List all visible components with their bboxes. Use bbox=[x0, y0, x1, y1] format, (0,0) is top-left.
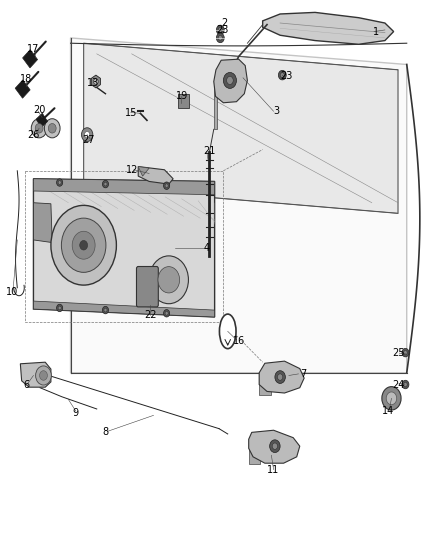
Polygon shape bbox=[214, 59, 247, 103]
Circle shape bbox=[35, 366, 51, 385]
Text: 26: 26 bbox=[27, 130, 39, 140]
Circle shape bbox=[382, 386, 401, 410]
Circle shape bbox=[104, 182, 107, 186]
Polygon shape bbox=[92, 75, 100, 88]
Circle shape bbox=[31, 119, 47, 138]
Circle shape bbox=[149, 256, 188, 304]
Polygon shape bbox=[33, 203, 52, 243]
Ellipse shape bbox=[219, 314, 236, 349]
Circle shape bbox=[404, 351, 407, 355]
Circle shape bbox=[102, 306, 109, 314]
Circle shape bbox=[58, 306, 61, 310]
Polygon shape bbox=[214, 86, 217, 130]
Text: 20: 20 bbox=[33, 104, 45, 115]
Polygon shape bbox=[23, 50, 38, 68]
Circle shape bbox=[158, 266, 180, 293]
Circle shape bbox=[402, 380, 409, 389]
Text: 10: 10 bbox=[6, 287, 18, 297]
Circle shape bbox=[223, 72, 237, 88]
Polygon shape bbox=[71, 38, 407, 373]
Circle shape bbox=[102, 180, 109, 188]
Polygon shape bbox=[259, 361, 304, 393]
Circle shape bbox=[216, 33, 224, 43]
Circle shape bbox=[44, 119, 60, 138]
Polygon shape bbox=[263, 12, 394, 44]
Polygon shape bbox=[15, 80, 30, 98]
Text: 9: 9 bbox=[73, 408, 79, 418]
Text: 22: 22 bbox=[144, 310, 156, 320]
Circle shape bbox=[81, 128, 93, 142]
Circle shape bbox=[35, 124, 43, 133]
Text: 16: 16 bbox=[233, 336, 245, 346]
Circle shape bbox=[386, 392, 397, 405]
Circle shape bbox=[39, 370, 47, 380]
Text: 8: 8 bbox=[102, 427, 109, 438]
Circle shape bbox=[85, 132, 90, 138]
Circle shape bbox=[278, 374, 283, 380]
Circle shape bbox=[58, 181, 61, 184]
Polygon shape bbox=[84, 43, 398, 213]
Circle shape bbox=[402, 349, 409, 357]
Polygon shape bbox=[138, 166, 173, 184]
Text: 23: 23 bbox=[280, 71, 293, 81]
Circle shape bbox=[275, 370, 286, 383]
Circle shape bbox=[61, 218, 106, 272]
Circle shape bbox=[216, 25, 224, 35]
Circle shape bbox=[94, 79, 98, 84]
Circle shape bbox=[165, 184, 168, 188]
Circle shape bbox=[404, 382, 407, 386]
Text: 2: 2 bbox=[221, 18, 227, 28]
Text: 17: 17 bbox=[27, 44, 39, 53]
Circle shape bbox=[57, 179, 63, 186]
Text: 12: 12 bbox=[127, 165, 139, 175]
Circle shape bbox=[57, 304, 63, 312]
Circle shape bbox=[72, 231, 95, 259]
Text: 24: 24 bbox=[393, 379, 405, 390]
Text: 14: 14 bbox=[382, 406, 395, 416]
Polygon shape bbox=[20, 362, 51, 387]
Polygon shape bbox=[249, 439, 261, 464]
Polygon shape bbox=[33, 301, 215, 317]
Polygon shape bbox=[36, 113, 48, 127]
Polygon shape bbox=[33, 179, 215, 195]
Circle shape bbox=[280, 72, 284, 77]
FancyBboxPatch shape bbox=[178, 94, 189, 108]
Circle shape bbox=[163, 310, 170, 317]
Text: 13: 13 bbox=[87, 78, 99, 88]
Circle shape bbox=[163, 182, 170, 189]
Text: 23: 23 bbox=[216, 25, 229, 35]
Circle shape bbox=[165, 311, 168, 315]
Polygon shape bbox=[249, 430, 300, 463]
Text: 1: 1 bbox=[373, 27, 379, 37]
Text: 4: 4 bbox=[204, 243, 210, 253]
Circle shape bbox=[51, 205, 117, 285]
Text: 11: 11 bbox=[268, 465, 280, 474]
Circle shape bbox=[279, 70, 286, 80]
Circle shape bbox=[219, 36, 222, 41]
Circle shape bbox=[272, 443, 278, 449]
Circle shape bbox=[104, 308, 107, 312]
Text: 19: 19 bbox=[176, 91, 188, 101]
Circle shape bbox=[219, 28, 222, 33]
Circle shape bbox=[80, 240, 88, 250]
Text: 25: 25 bbox=[392, 348, 405, 358]
Text: 18: 18 bbox=[20, 75, 32, 84]
Text: 7: 7 bbox=[300, 369, 306, 379]
Text: 3: 3 bbox=[274, 106, 280, 116]
Circle shape bbox=[226, 76, 233, 84]
Polygon shape bbox=[33, 179, 215, 317]
Text: 15: 15 bbox=[125, 108, 137, 118]
Circle shape bbox=[270, 440, 280, 453]
Text: 21: 21 bbox=[203, 146, 215, 156]
Circle shape bbox=[48, 124, 56, 133]
Text: 27: 27 bbox=[82, 135, 94, 145]
FancyBboxPatch shape bbox=[137, 266, 158, 307]
Polygon shape bbox=[138, 166, 149, 176]
Text: 6: 6 bbox=[23, 379, 29, 390]
Polygon shape bbox=[259, 373, 271, 395]
